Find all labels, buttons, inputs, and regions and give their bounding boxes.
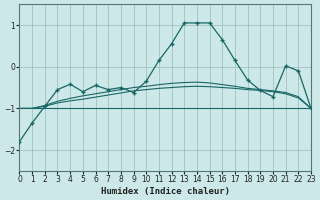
- X-axis label: Humidex (Indice chaleur): Humidex (Indice chaleur): [101, 187, 230, 196]
